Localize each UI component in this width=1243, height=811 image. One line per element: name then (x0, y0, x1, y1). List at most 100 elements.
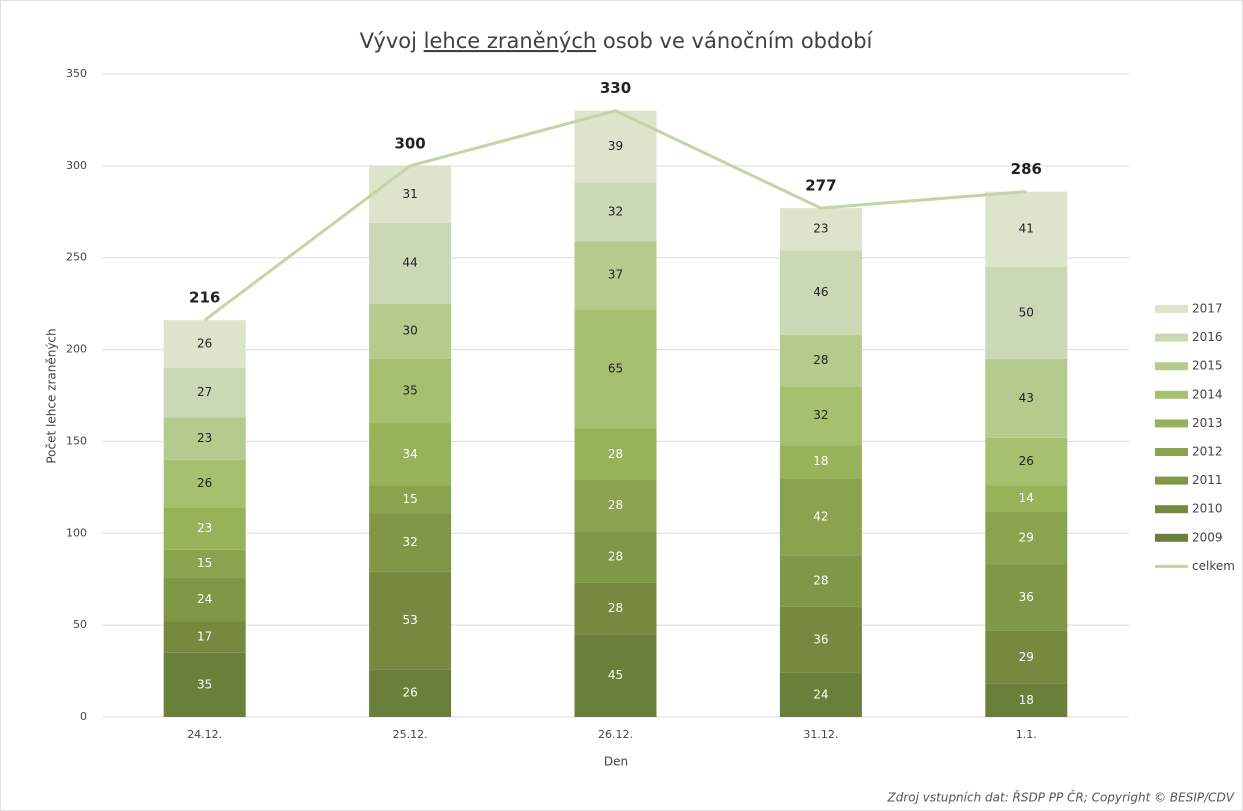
bar-segment (985, 630, 1068, 684)
bar-segment (779, 445, 862, 479)
data-label: 28 (608, 498, 623, 512)
bar-segment (369, 423, 452, 486)
legend-label: 2017 (1192, 302, 1223, 316)
data-label: 28 (813, 574, 828, 588)
data-label: 32 (608, 204, 623, 218)
legend-swatch (1155, 533, 1188, 542)
legend-swatch (1155, 476, 1188, 485)
data-label: 26 (197, 337, 212, 351)
y-tick-label: 100 (66, 526, 87, 539)
bar-segment (985, 564, 1068, 631)
data-label: 39 (608, 139, 623, 153)
data-label: 26 (1019, 454, 1034, 468)
data-label: 36 (1019, 590, 1034, 604)
bar-segment (779, 672, 862, 717)
bar-segment (779, 334, 862, 387)
bar-segment (163, 320, 246, 368)
data-label: 24 (813, 687, 828, 701)
title-part: lehce zraněných (424, 29, 597, 53)
data-label: 28 (608, 550, 623, 564)
data-label: 30 (402, 324, 417, 338)
data-label: 50 (1019, 305, 1034, 319)
legend-label: 2009 (1192, 530, 1223, 544)
legend-label: 2012 (1192, 445, 1223, 459)
legend-label: 2011 (1192, 473, 1223, 487)
data-label: 28 (813, 353, 828, 367)
title-part: osob ve vánočním období (596, 29, 873, 53)
legend-swatch (1155, 419, 1188, 428)
total-label: 277 (805, 177, 836, 195)
bar-segment (574, 634, 657, 717)
data-label: 44 (402, 256, 417, 270)
total-label: 286 (1011, 160, 1042, 178)
data-label: 18 (1019, 693, 1034, 707)
y-tick-label: 0 (80, 710, 87, 723)
bar-segment (779, 250, 862, 335)
bar-segment (369, 165, 452, 223)
bar-segment (163, 507, 246, 550)
data-label: 18 (813, 454, 828, 468)
chart-title: Vývoj lehce zraněných osob ve vánočním o… (360, 29, 874, 53)
bar-segment (369, 513, 452, 572)
data-label: 29 (1019, 530, 1034, 544)
data-label: 35 (402, 383, 417, 397)
x-tick-label: 26.12. (598, 728, 633, 741)
bar-segment (574, 531, 657, 583)
bar-segment (985, 485, 1068, 512)
data-label: 23 (197, 521, 212, 535)
bar-segment (779, 208, 862, 251)
bar-segment (985, 266, 1068, 359)
data-label: 34 (402, 447, 417, 461)
bar-segment (369, 303, 452, 359)
bar-segment (574, 241, 657, 310)
data-label: 15 (197, 556, 212, 570)
bar-segment (163, 549, 246, 578)
y-tick-label: 50 (73, 618, 87, 631)
data-label: 41 (1019, 222, 1034, 236)
source-note: Zdroj vstupních dat: ŘSDP PP ČR; Copyrig… (887, 790, 1235, 805)
data-label: 24 (197, 592, 212, 606)
data-label: 26 (402, 686, 417, 700)
data-label: 32 (813, 408, 828, 422)
bar-segment (574, 582, 657, 635)
legend-swatch (1155, 448, 1188, 456)
y-tick-label: 250 (66, 251, 87, 264)
legend-swatch (1155, 305, 1188, 313)
legend-swatch (1155, 362, 1188, 371)
bar-segment (985, 437, 1068, 486)
legend-label: 2015 (1192, 359, 1223, 373)
bar-segment (779, 606, 862, 673)
data-label: 28 (608, 601, 623, 615)
bar-segment (163, 367, 246, 418)
total-line (203, 109, 1027, 322)
bar-segment (985, 191, 1068, 267)
bar-segment (163, 577, 246, 622)
data-label: 32 (402, 535, 417, 549)
legend-label: celkem (1192, 559, 1235, 573)
legend-swatch (1155, 333, 1188, 342)
bar-segment (369, 358, 452, 424)
x-tick-label: 31.12. (803, 728, 838, 741)
bar-segment (369, 571, 452, 670)
data-label: 35 (197, 677, 212, 691)
y-tick-label: 150 (66, 434, 87, 447)
y-tick-label: 300 (66, 159, 87, 172)
bar-segment (163, 652, 246, 717)
y-tick-label: 350 (66, 67, 87, 80)
bar-segment (985, 683, 1068, 717)
data-label: 17 (197, 630, 212, 644)
legend-label: 2014 (1192, 387, 1223, 401)
bar-segment (779, 555, 862, 607)
y-axis-label: Počet lehce zraněných (45, 328, 59, 463)
legend-swatch (1155, 505, 1188, 514)
data-label: 23 (813, 222, 828, 236)
bar-segment (574, 309, 657, 429)
data-label: 46 (813, 285, 828, 299)
data-label: 36 (813, 632, 828, 646)
data-label: 26 (197, 476, 212, 490)
legend-label: 2010 (1192, 502, 1223, 516)
data-label: 29 (1019, 650, 1034, 664)
legend-swatch (1155, 390, 1188, 399)
